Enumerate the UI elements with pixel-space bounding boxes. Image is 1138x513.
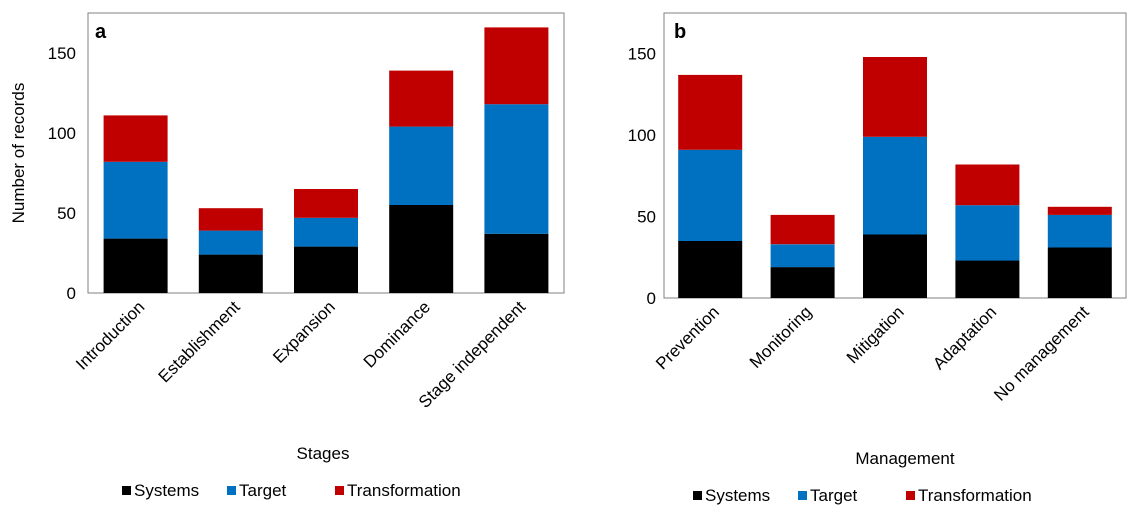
- panel-a-bar-stage-independent-transformation: [484, 27, 549, 105]
- panel-b-bar-monitoring-transformation: [770, 214, 835, 245]
- panel-b-legend-label-target: Target: [810, 486, 858, 505]
- panel-b-bar-prevention-transformation: [678, 74, 743, 150]
- panel-b-x-tick-labels: Prevention Monitoring Mitigation Adaptation…: [652, 302, 1093, 405]
- panel-a-legend-label-target: Target: [239, 481, 287, 500]
- panel-b-x-tick-mitigation: Mitigation: [843, 302, 908, 367]
- panel-a-bars: [103, 27, 549, 293]
- panel-b-y-tick-0: 0: [647, 289, 656, 308]
- panel-a-x-tick-expansion: Expansion: [269, 297, 339, 367]
- panel-b-legend-swatch-systems: [693, 491, 702, 500]
- panel-b-legend-swatch-transformation: [906, 491, 915, 500]
- panel-b-x-axis-title: Management: [855, 449, 955, 468]
- panel-b-bar-adaptation-systems: [955, 260, 1020, 298]
- panel-b-y-tick-labels: 0 50 100 150: [628, 45, 656, 308]
- panel-a-y-tick-50: 50: [57, 204, 76, 223]
- panel-a-bar-establishment-target: [198, 230, 263, 255]
- panel-a-y-axis-title: Number of records: [9, 83, 28, 224]
- panel-b-legend-label-systems: Systems: [705, 486, 770, 505]
- panel-b-bar-no-management-target: [1047, 214, 1112, 248]
- panel-a-legend-swatch-target: [227, 486, 236, 495]
- panel-b-bar-adaptation-target: [955, 205, 1020, 261]
- panel-a-y-tick-labels: 0 50 100 150: [48, 44, 76, 303]
- panel-a-legend: Systems Target Transformation: [122, 481, 461, 500]
- panel-b-x-tick-no-management: No management: [990, 302, 1093, 405]
- panel-b-bar-no-management-transformation: [1047, 206, 1112, 215]
- panel-a-x-axis-title: Stages: [297, 444, 350, 463]
- panel-a-bar-stage-independent-target: [484, 104, 549, 234]
- panel-a-legend-label-systems: Systems: [134, 481, 199, 500]
- panel-a-y-tick-0: 0: [67, 284, 76, 303]
- panel-a-bar-dominance-target: [389, 126, 454, 205]
- panel-b-bar-mitigation-transformation: [863, 57, 927, 137]
- panel-a-y-tick-100: 100: [48, 124, 76, 143]
- panel-a-x-tick-dominance: Dominance: [360, 297, 434, 371]
- panel-a-bar-introduction-transformation: [103, 115, 168, 162]
- panel-a-bar-introduction-target: [103, 161, 168, 239]
- panel-a-legend-label-transformation: Transformation: [347, 481, 461, 500]
- panel-a-x-tick-stage-independent: Stage independent: [415, 297, 530, 412]
- panel-a-bar-dominance-transformation: [389, 70, 454, 127]
- panel-b-label: b: [674, 21, 686, 43]
- panel-a-label: a: [95, 21, 107, 43]
- panel-a-bar-establishment-transformation: [198, 208, 263, 231]
- panel-a-bar-introduction-systems: [103, 238, 168, 293]
- panel-b-bars: [678, 57, 1112, 298]
- panel-a-bar-expansion-transformation: [294, 189, 358, 218]
- panel-b-bar-prevention-systems: [678, 241, 743, 298]
- panel-a-bar-dominance-systems: [389, 205, 454, 293]
- panel-b-y-tick-50: 50: [637, 208, 656, 227]
- panel-b-legend-label-transformation: Transformation: [918, 486, 1032, 505]
- panel-b-bar-prevention-target: [678, 149, 743, 241]
- panel-b-x-tick-monitoring: Monitoring: [746, 302, 816, 372]
- panel-b-legend-swatch-target: [798, 491, 807, 500]
- panel-b-x-tick-prevention: Prevention: [652, 302, 723, 373]
- panel-a-chart: a 0 50 100 150 Introduction Establishment Exp…: [9, 12, 565, 500]
- panel-a-x-tick-establishment: Establishment: [155, 297, 244, 386]
- panel-b-bar-mitigation-systems: [863, 234, 927, 298]
- panel-a-bar-stage-independent-systems: [484, 233, 549, 293]
- panel-a-legend-swatch-transformation: [335, 486, 344, 495]
- panel-b-chart: b 0 50 100 150 Prevention Monitoring Mitigati…: [628, 12, 1127, 505]
- panel-b-y-tick-100: 100: [628, 126, 656, 145]
- panel-a-x-tick-introduction: Introduction: [72, 297, 148, 373]
- panel-b-bar-no-management-systems: [1047, 247, 1112, 298]
- panel-b-x-tick-adaptation: Adaptation: [929, 302, 1000, 373]
- panel-a-x-tick-labels: Introduction Establishment Expansion Domina…: [72, 297, 529, 412]
- panel-a-bar-establishment-systems: [198, 254, 263, 293]
- panel-a-bar-expansion-systems: [294, 246, 358, 293]
- panel-b-bar-monitoring-target: [770, 244, 835, 268]
- panel-a-y-tick-150: 150: [48, 44, 76, 63]
- panel-b-bar-monitoring-systems: [770, 267, 835, 298]
- panel-a-bar-expansion-target: [294, 217, 358, 247]
- panel-a-legend-swatch-systems: [122, 486, 131, 495]
- panel-b-legend: Systems Target Transformation: [693, 486, 1032, 505]
- panel-b-bar-adaptation-transformation: [955, 164, 1020, 206]
- panel-b-bar-mitigation-target: [863, 136, 927, 235]
- panel-b-y-tick-150: 150: [628, 45, 656, 64]
